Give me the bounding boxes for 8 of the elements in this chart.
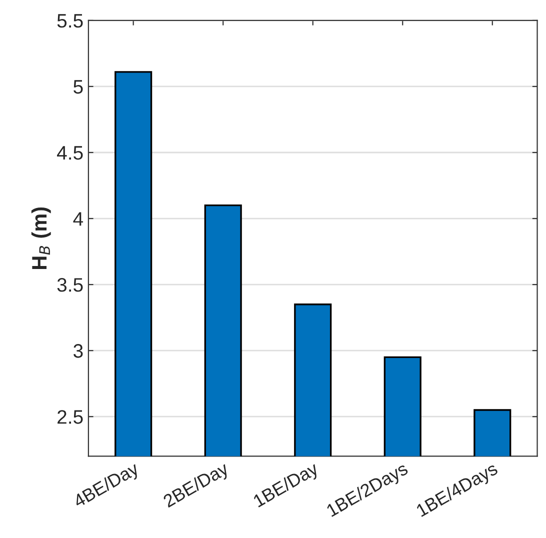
y-tick-label: 4.5 (57, 146, 83, 160)
y-tick-label: 3 (74, 344, 83, 358)
y-tick-label: 5 (74, 80, 83, 94)
y-tick-label: 3.5 (57, 278, 83, 292)
y-tick-label: 4 (73, 212, 84, 226)
y-axis-title: H$_{B}$ (m) (31, 207, 51, 270)
y-tick-label: 2.5 (58, 410, 83, 424)
y-tick-label: 5.5 (57, 14, 83, 28)
